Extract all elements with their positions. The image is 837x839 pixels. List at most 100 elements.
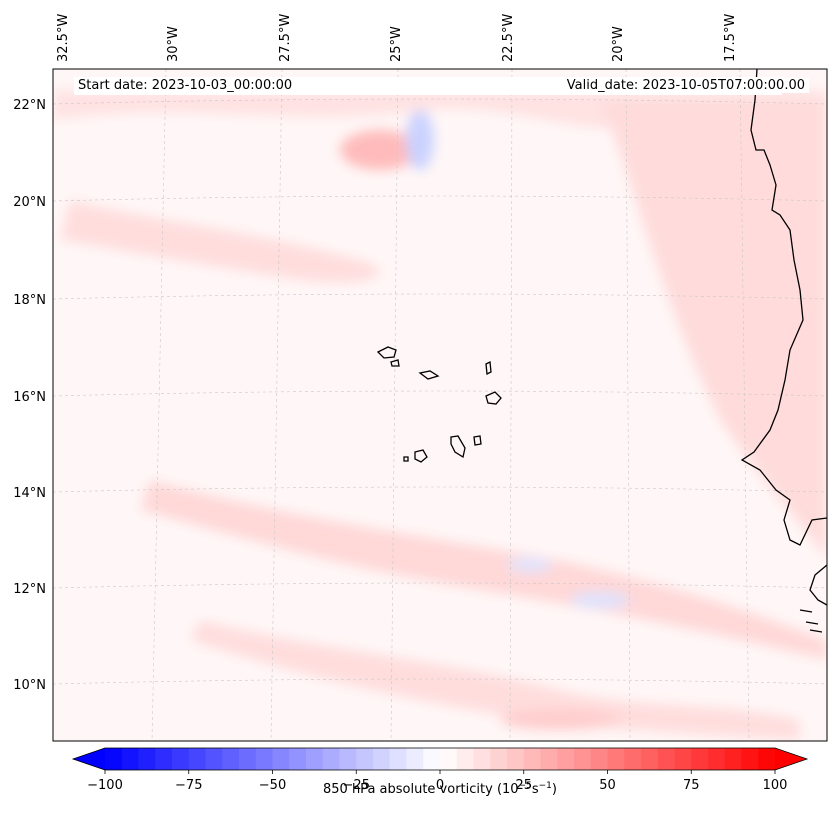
colorbar-cell xyxy=(741,748,759,770)
colorbar-cell xyxy=(272,748,290,770)
parallel-line xyxy=(53,293,827,300)
cape-verde-sao-vicente xyxy=(390,359,400,367)
lat-label: 22°N xyxy=(13,98,46,113)
colorbar-ticks: −100 −75 −50 −25 0 25 50 75 100 xyxy=(87,770,787,793)
colorbar-cell xyxy=(607,748,625,770)
cape-verde-santiago xyxy=(450,435,466,459)
colorbar-cell xyxy=(356,748,374,770)
vorticity-band-west xyxy=(60,200,380,283)
colorbar-cell xyxy=(657,748,675,770)
colorbar-cell xyxy=(172,748,190,770)
vorticity-band-central xyxy=(140,480,827,660)
colorbar-cell xyxy=(339,748,357,770)
colorbar-cell xyxy=(674,748,692,770)
lat-label: 12°N xyxy=(13,582,46,597)
colorbar-cell xyxy=(523,748,541,770)
vorticity-band-east xyxy=(600,100,827,560)
map-panel xyxy=(52,68,828,742)
colorbar-tick-label: −50 xyxy=(259,778,286,793)
africa-coastline xyxy=(740,69,827,546)
colorbar-tick-label: 25 xyxy=(515,778,532,793)
colorbar-cell xyxy=(389,748,407,770)
colorbar-cell xyxy=(708,748,726,770)
colorbar-tick-label: 50 xyxy=(599,778,616,793)
parallel-line xyxy=(53,486,827,493)
lon-label: 20°W xyxy=(611,26,626,62)
colorbar-cell xyxy=(574,748,592,770)
lon-label: 32.5°W xyxy=(56,14,71,62)
vorticity-field xyxy=(53,90,827,740)
colorbar-cell xyxy=(138,748,156,770)
colorbar: −100 −75 −50 −25 0 25 50 75 100 850 hPa absolute… xyxy=(71,747,809,797)
colorbar-tick-label: −75 xyxy=(175,778,202,793)
colorbar-tick-label: −100 xyxy=(87,778,123,793)
colorbar-cell xyxy=(456,748,474,770)
meridian-line xyxy=(509,69,513,741)
cape-verde-boa-vista xyxy=(485,391,502,405)
colorbar-cell xyxy=(322,748,340,770)
valid-date-text: Valid_date: 2023-10-05T07:00:00.00 xyxy=(562,78,809,93)
parallel-line xyxy=(53,678,827,685)
vorticity-minimum-central xyxy=(508,558,552,572)
meridian-line xyxy=(390,69,399,741)
colorbar-cell xyxy=(490,748,508,770)
colorbar-label-exponent: −5 xyxy=(519,781,532,791)
colorbar-cell xyxy=(440,748,458,770)
colorbar-cell xyxy=(641,748,659,770)
colorbar-cell xyxy=(540,748,558,770)
lon-label: 27.5°W xyxy=(278,14,293,62)
lat-label: 14°N xyxy=(13,486,46,501)
colorbar-tick-label: 100 xyxy=(763,778,788,793)
cape-verde-santo-antao xyxy=(376,346,397,359)
cape-verde-sao-nicolau xyxy=(418,370,440,380)
colorbar-cell xyxy=(255,748,273,770)
colorbar-cell xyxy=(557,748,575,770)
latitude-labels: 22°N 20°N 18°N 16°N 14°N 12°N 10°N xyxy=(13,98,46,693)
colorbar-extend-max xyxy=(775,748,807,770)
vorticity-minimum-north xyxy=(406,110,434,170)
cape-verde-maio xyxy=(473,435,482,446)
parallel-line xyxy=(53,98,827,105)
colorbar-tick-label: 75 xyxy=(683,778,700,793)
colorbar-cell xyxy=(724,748,742,770)
start-date-text: Start date: 2023-10-03_00:00:00 xyxy=(78,78,293,93)
parallel-line xyxy=(53,390,827,397)
colorbar-label-unit: s xyxy=(532,782,539,797)
colorbar-cell xyxy=(624,748,642,770)
colorbar-tick-label: −25 xyxy=(343,778,370,793)
parallel-line xyxy=(53,195,827,202)
graticule xyxy=(53,69,827,741)
bijagos-islands xyxy=(799,609,823,633)
colorbar-cell xyxy=(155,748,173,770)
parallel-line xyxy=(53,582,827,589)
colorbar-cell xyxy=(289,748,307,770)
lon-label: 30°W xyxy=(166,26,181,62)
colorbar-cell xyxy=(105,748,123,770)
colorbar-cell xyxy=(473,748,491,770)
vorticity-band-south xyxy=(190,620,800,740)
vorticity-maximum-north xyxy=(340,130,420,170)
colorbar-cell xyxy=(373,748,391,770)
colorbar-cell xyxy=(205,748,223,770)
vorticity-minimum-south xyxy=(570,592,630,608)
lon-label: 25°W xyxy=(389,26,404,62)
colorbar-cell xyxy=(758,748,776,770)
meridian-line xyxy=(270,69,283,741)
colorbar-cell xyxy=(406,748,424,770)
colorbar-tick-label: 0 xyxy=(436,778,444,793)
meridian-line xyxy=(739,69,750,741)
lon-label: 17.5°W xyxy=(723,14,738,62)
africa-coastline-south xyxy=(809,564,827,606)
cape-verde-sal xyxy=(485,360,492,376)
longitude-labels: 32.5°W 30°W 27.5°W 25°W 22.5°W 20°W 17.5… xyxy=(56,14,738,62)
colorbar-cell xyxy=(423,748,441,770)
cape-verde-fogo xyxy=(414,449,428,463)
colorbar-cell xyxy=(507,748,525,770)
colorbar-cells xyxy=(105,748,776,770)
meridian-line xyxy=(151,69,167,741)
map-frame xyxy=(52,68,828,742)
lat-label: 18°N xyxy=(13,293,46,308)
lat-label: 20°N xyxy=(13,195,46,210)
colorbar-cell xyxy=(188,748,206,770)
